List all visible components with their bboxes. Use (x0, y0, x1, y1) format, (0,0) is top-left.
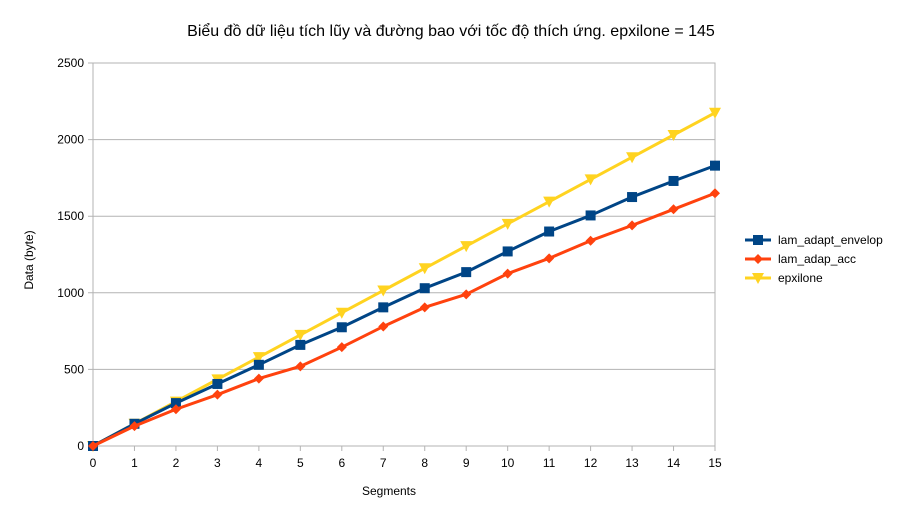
data-point-lam_adap_acc (253, 373, 264, 384)
data-point-lam_adap_acc (710, 188, 720, 199)
x-tick-label: 11 (543, 456, 556, 470)
data-point-lam_adapt_envelop (544, 226, 555, 237)
legend-item: lam_adap_acc (745, 252, 856, 266)
data-point-lam_adap_acc (585, 235, 596, 246)
data-point-lam_adap_acc (378, 321, 389, 332)
series-layer (87, 107, 721, 452)
y-tick-label: 1000 (57, 286, 84, 300)
x-axis-ticks: 0 1 2 3 4 5 6 7 8 9 10 11 12 13 14 15 (90, 446, 722, 470)
data-point-epxilone (294, 329, 307, 341)
data-point-lam_adapt_envelop (336, 322, 347, 333)
legend-label: lam_adapt_envelop (778, 233, 883, 247)
x-tick-label: 10 (501, 456, 515, 470)
data-point-epxilone (501, 218, 514, 230)
chart-title: Biểu đồ dữ liệu tích lũy và đường bao vớ… (187, 22, 715, 40)
data-point-lam_adap_acc (129, 421, 140, 432)
data-point-epxilone (667, 130, 680, 142)
x-tick-label: 8 (421, 456, 428, 470)
x-tick-label: 2 (173, 456, 180, 470)
data-point-lam_adapt_envelop (668, 175, 679, 186)
data-point-lam_adapt_envelop (461, 267, 472, 278)
data-point-lam_adapt_envelop (170, 398, 181, 409)
series-lam_adap_acc (88, 188, 720, 451)
data-point-lam_adap_acc (544, 253, 555, 264)
x-tick-label: 14 (667, 456, 681, 470)
data-point-lam_adap_acc (461, 289, 472, 300)
y-tick-label: 0 (77, 439, 84, 453)
data-point-lam_adap_acc (212, 389, 223, 400)
data-point-lam_adapt_envelop (502, 246, 513, 257)
data-point-epxilone (335, 307, 348, 319)
y-tick-label: 2000 (57, 133, 84, 147)
data-point-lam_adap_acc (419, 302, 430, 313)
data-point-lam_adap_acc (88, 441, 98, 451)
data-point-lam_adapt_envelop (212, 378, 223, 389)
data-point-lam_adapt_envelop (378, 302, 389, 313)
data-point-epxilone (543, 196, 556, 208)
data-point-epxilone (709, 107, 721, 119)
data-point-lam_adap_acc (627, 220, 638, 231)
legend-label: epxilone (778, 271, 823, 285)
legend-marker (752, 273, 764, 284)
y-tick-label: 2500 (57, 56, 84, 70)
y-tick-label: 500 (64, 362, 84, 376)
data-point-epxilone (418, 263, 431, 275)
plot-area-border (92, 62, 716, 447)
data-point-lam_adap_acc (170, 404, 181, 415)
data-point-lam_adap_acc (295, 361, 306, 372)
legend-label: lam_adap_acc (778, 252, 856, 266)
data-point-lam_adapt_envelop (710, 160, 720, 171)
data-point-lam_adap_acc (668, 204, 679, 215)
series-line-epxilone (92, 111, 716, 448)
x-tick-label: 9 (463, 456, 470, 470)
legend-item: lam_adapt_envelop (745, 233, 883, 247)
grid-lines (88, 62, 715, 447)
x-axis-label: Segments (362, 484, 416, 498)
x-tick-label: 6 (338, 456, 345, 470)
x-tick-label: 3 (214, 456, 221, 470)
data-point-epxilone (460, 241, 473, 253)
data-point-lam_adapt_envelop (627, 192, 638, 203)
legend-marker (753, 254, 763, 264)
x-tick-label: 12 (584, 456, 598, 470)
legend: lam_adapt_envelop lam_adap_acc epxilone (745, 233, 883, 285)
data-point-lam_adapt_envelop (295, 339, 306, 350)
x-tick-label: 5 (297, 456, 304, 470)
legend-marker (753, 235, 763, 245)
data-point-lam_adap_acc (336, 342, 347, 353)
y-tick-label: 1500 (57, 209, 84, 223)
data-point-lam_adapt_envelop (585, 210, 596, 221)
series-line-lam_adap_acc (92, 191, 716, 448)
data-point-lam_adap_acc (502, 268, 513, 279)
data-point-epxilone (377, 285, 390, 297)
x-tick-label: 15 (708, 456, 722, 470)
data-point-epxilone (584, 174, 597, 186)
legend-item: epxilone (745, 271, 823, 285)
data-point-lam_adapt_envelop (419, 283, 430, 294)
x-tick-label: 4 (256, 456, 263, 470)
series-line-lam_adapt_envelop (92, 164, 716, 448)
y-axis-label: Data (byte) (22, 230, 36, 289)
data-point-lam_adapt_envelop (253, 359, 264, 370)
x-tick-label: 1 (131, 456, 138, 470)
data-point-epxilone (626, 152, 639, 164)
x-tick-label: 13 (625, 456, 639, 470)
x-tick-label: 0 (90, 456, 97, 470)
x-tick-label: 7 (380, 456, 387, 470)
y-axis-ticks: 0 500 1000 1500 2000 2500 (57, 56, 84, 453)
data-point-epxilone (252, 352, 265, 364)
